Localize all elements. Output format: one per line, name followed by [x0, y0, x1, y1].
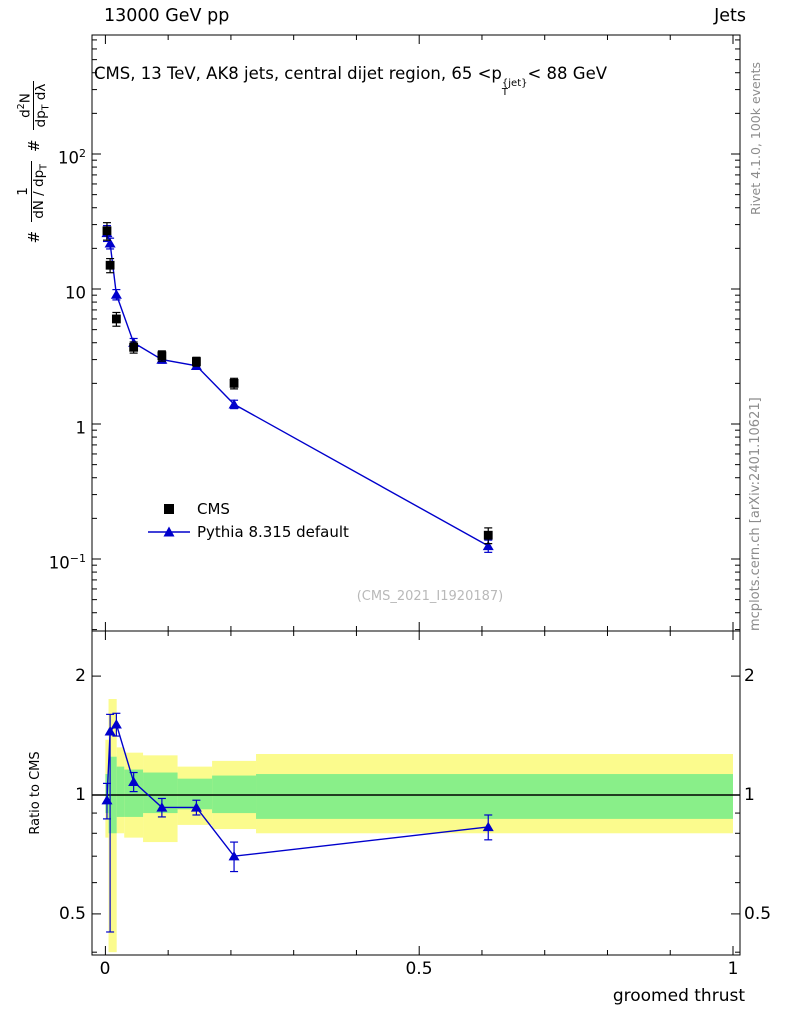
ratio-tick-label-right-2: 2 [744, 666, 755, 686]
legend-label: Pythia 8.315 default [197, 522, 349, 541]
ratio-tick-label-left-1: 1 [75, 785, 86, 805]
ylabel-fraction-2: d2N dpT dλ [13, 80, 54, 131]
legend-item-cms: CMS [146, 497, 349, 520]
ylabel-fraction-1: 1 dN / dpT [15, 161, 52, 222]
y-main-tick-label-0p1: 10−1 [48, 552, 86, 573]
title-text-after: < 88 GeV [527, 64, 608, 83]
x-tick-label-0p5: 0.5 [405, 959, 433, 979]
ratio-frame [91, 630, 741, 956]
axis-ticks [92, 35, 740, 955]
y-main-tick-label-10: 10 [65, 283, 86, 303]
rivet-version-text: Rivet 4.1.0, 100k events [748, 61, 763, 215]
hash-symbol: # [25, 230, 43, 244]
title-superscript: {jet} [501, 78, 528, 89]
cms-main-series [102, 222, 493, 545]
ratio-uncertainty-bands [105, 699, 733, 953]
analysis-id-watermark: (CMS_2021_I1920187) [356, 589, 504, 604]
ratio-tick-label-right-1: 1 [744, 785, 755, 805]
analysis-group-title: Jets [714, 6, 746, 26]
y-main-tick-label-1: 1 [75, 418, 87, 438]
title-text-before: CMS, 13 TeV, AK8 jets, central dijet reg… [94, 64, 502, 83]
x-axis-title: groomed thrust [612, 986, 745, 1006]
beam-energy-title: 13000 GeV pp [104, 6, 230, 26]
pt-jet-supsub: {jet} T [501, 78, 528, 98]
mcplots-citation-text: mcplots.cern.ch [arXiv:2401.10621] [748, 397, 763, 631]
cms-square-marker-icon [146, 502, 192, 516]
pythia-triangle-line-marker-icon [146, 525, 192, 539]
ratio-tick-label-left-0p5: 0.5 [58, 904, 86, 924]
ratio-tick-label-left-2: 2 [75, 666, 86, 686]
title-subscript: T [501, 87, 509, 98]
main-plot-title: CMS, 13 TeV, AK8 jets, central dijet reg… [94, 64, 608, 98]
x-tick-label-0: 0 [99, 959, 111, 979]
ratio-tick-label-right-0p5: 0.5 [744, 904, 772, 924]
ratio-series [101, 712, 494, 933]
legend-label: CMS [197, 499, 230, 518]
legend: CMS Pythia 8.315 default [146, 497, 349, 543]
x-tick-label-1: 1 [727, 959, 739, 979]
y-main-tick-label-100: 102 [58, 147, 86, 168]
legend-item-pythia: Pythia 8.315 default [146, 520, 349, 543]
